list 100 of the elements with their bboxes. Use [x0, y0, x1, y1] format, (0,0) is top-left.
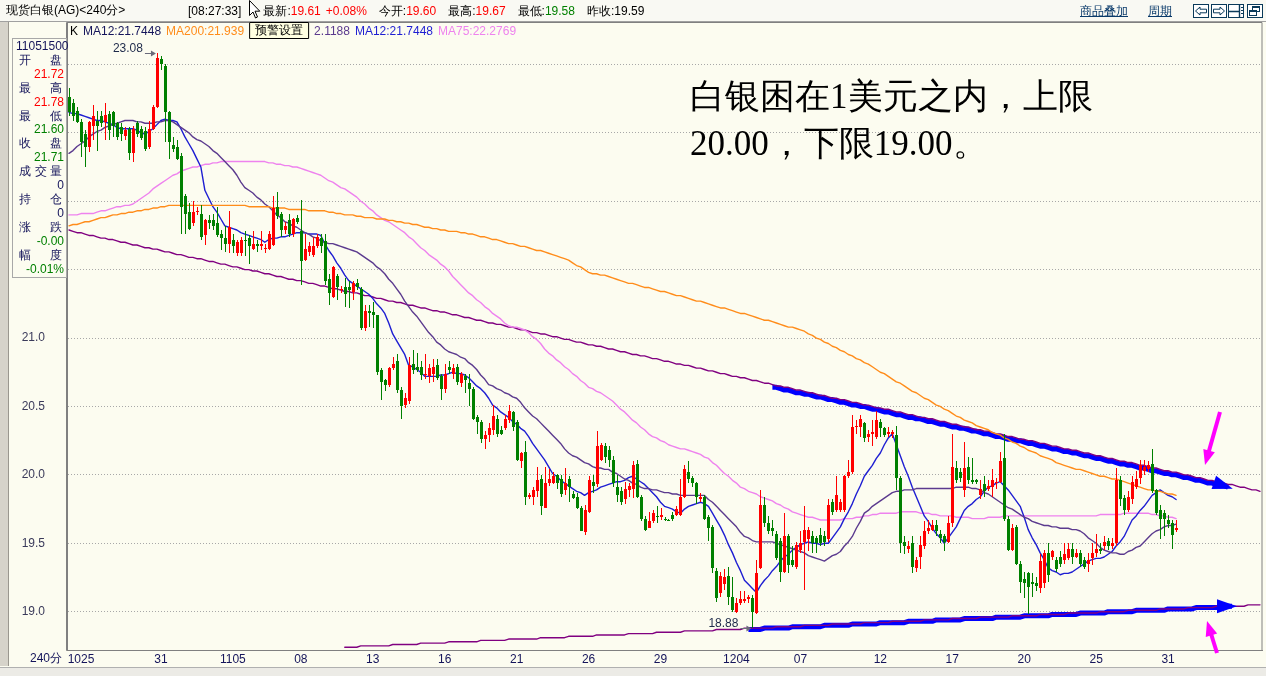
x-tick-label: 1105 — [219, 651, 247, 666]
candlestick — [624, 481, 627, 505]
candlestick — [1139, 459, 1142, 485]
y-tick-label: 21.0 — [21, 330, 46, 345]
candlestick — [875, 410, 878, 440]
candlestick — [835, 475, 838, 513]
x-tick-label: 25 — [1089, 651, 1104, 666]
candlestick — [344, 277, 347, 308]
x-tick-label: 31 — [1161, 651, 1176, 666]
candlestick — [580, 505, 583, 532]
x-tick-label: 16 — [438, 651, 452, 666]
candlestick — [468, 373, 471, 407]
text: 持仓 — [19, 191, 62, 206]
text: MA75:22.2769 — [437, 24, 517, 39]
candlestick — [412, 349, 415, 375]
candlestick — [1171, 519, 1174, 550]
candlestick — [679, 478, 682, 517]
candlestick — [304, 233, 307, 262]
candlestick — [727, 566, 730, 606]
candlestick — [1011, 523, 1014, 552]
candlestick — [640, 494, 643, 522]
candlestick — [144, 126, 147, 152]
candlestick — [967, 456, 970, 485]
candlestick — [224, 225, 227, 253]
candlestick — [687, 460, 690, 484]
candlestick — [492, 404, 495, 436]
candlestick — [612, 455, 615, 488]
candlestick — [719, 571, 722, 598]
text: 开盘 — [19, 52, 62, 67]
candlestick — [1091, 542, 1094, 566]
candlestick — [416, 352, 419, 373]
candlestick — [919, 535, 922, 570]
candlestick — [871, 419, 874, 447]
candlestick — [911, 535, 914, 574]
text: 0 — [56, 205, 64, 221]
candlestick — [560, 474, 563, 498]
candlestick — [216, 206, 219, 238]
candlestick — [991, 468, 994, 498]
candlestick — [248, 234, 251, 265]
text: 今开:19.60 — [378, 4, 437, 18]
candlestick — [456, 363, 459, 386]
candlestick — [280, 211, 283, 238]
candlestick — [148, 120, 151, 150]
candlestick — [863, 421, 866, 443]
candlestick — [1119, 475, 1122, 507]
candlestick — [763, 496, 766, 528]
candlestick — [1071, 542, 1074, 565]
candlestick — [979, 479, 982, 500]
text: 周期 — [1148, 4, 1172, 18]
candlestick — [420, 360, 423, 381]
candlestick — [1027, 571, 1030, 615]
candlestick — [947, 515, 950, 544]
candlestick — [464, 373, 467, 394]
candlestick — [336, 273, 339, 301]
candlestick — [312, 236, 315, 258]
candlestick — [1063, 542, 1066, 565]
candlestick — [795, 541, 798, 570]
text: 幅度 — [19, 247, 62, 262]
candlestick — [731, 576, 734, 613]
candlestick — [364, 304, 367, 332]
candlestick — [480, 419, 483, 444]
candlestick — [855, 419, 858, 435]
candlestick — [128, 126, 131, 161]
x-tick-label: 1204 — [723, 651, 751, 666]
candlestick — [428, 363, 431, 384]
candlestick — [424, 353, 427, 380]
candlestick — [723, 568, 726, 591]
candlestick — [372, 301, 375, 329]
candlestick — [803, 505, 806, 591]
candlestick — [288, 213, 291, 238]
candlestick — [132, 125, 135, 163]
y-tick-label: 19.0 — [21, 604, 46, 618]
text: 最低:19.58 — [517, 4, 575, 18]
x-tick-label: 1025 — [67, 651, 95, 666]
chart-title: 现货白银(AG)<240分> — [6, 3, 126, 18]
candlestick — [108, 110, 111, 141]
text: MA200:21.939 — [166, 24, 245, 39]
legend-title: K — [70, 24, 79, 39]
candlestick — [112, 110, 115, 138]
candlestick — [751, 594, 754, 629]
candlestick — [368, 304, 371, 328]
x-tick-label: 29 — [653, 651, 668, 666]
x-tick-label: 13 — [366, 651, 380, 666]
text: 涨跌 — [19, 219, 62, 234]
text: [08:27:33] — [188, 4, 242, 18]
candlestick — [192, 200, 195, 227]
text: 21.72 — [32, 66, 64, 82]
candlestick — [72, 98, 75, 122]
candlestick — [999, 451, 1002, 484]
x-tick-label: 26 — [581, 651, 596, 666]
candlestick — [955, 460, 958, 484]
annotation: 23.08 — [112, 40, 144, 55]
candlestick — [240, 236, 243, 257]
text: 21.71 — [32, 150, 64, 165]
candlestick — [432, 358, 435, 383]
x-tick-label: 21 — [509, 651, 524, 666]
candlestick — [104, 102, 107, 141]
candlestick — [68, 87, 71, 117]
candlestick — [608, 445, 611, 468]
candlestick — [695, 481, 698, 505]
